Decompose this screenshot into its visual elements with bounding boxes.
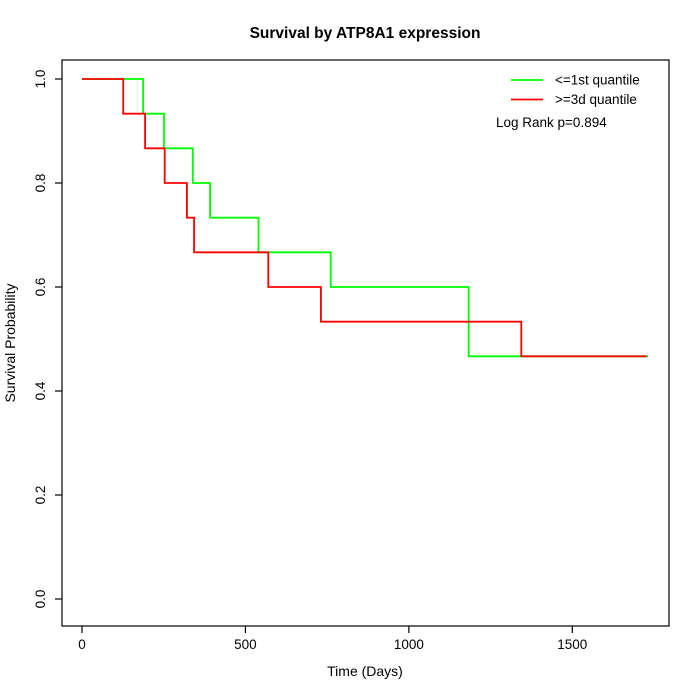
legend: <=1st quantile >=3d quantile [511, 73, 640, 107]
y-axis-label: Survival Probability [2, 283, 18, 402]
x-tick-label: 1000 [394, 637, 424, 652]
x-axis-ticks: 0 500 1000 1500 [78, 626, 587, 652]
legend-label-red: >=3d quantile [555, 92, 637, 107]
survival-curve-green [82, 78, 649, 358]
y-tick-label: 0.0 [33, 590, 48, 609]
y-tick-label: 0.8 [33, 174, 48, 193]
y-tick-label: 0.4 [33, 381, 48, 400]
survival-curve-red [82, 78, 647, 358]
y-axis-ticks: 0.0 0.2 0.4 0.6 0.8 1.0 [33, 70, 62, 609]
plot-title: Survival by ATP8A1 expression [250, 25, 481, 42]
x-tick-label: 500 [234, 637, 257, 652]
x-tick-label: 1500 [557, 637, 587, 652]
x-axis-label: Time (Days) [327, 663, 403, 679]
legend-label-green: <=1st quantile [555, 73, 640, 88]
survival-curves [82, 78, 649, 358]
log-rank-annotation: Log Rank p=0.894 [496, 115, 607, 130]
y-tick-label: 0.2 [33, 486, 48, 505]
plot-box [61, 59, 670, 627]
y-tick-label: 0.6 [33, 278, 48, 297]
x-tick-label: 0 [78, 637, 86, 652]
y-tick-label: 1.0 [33, 70, 48, 89]
